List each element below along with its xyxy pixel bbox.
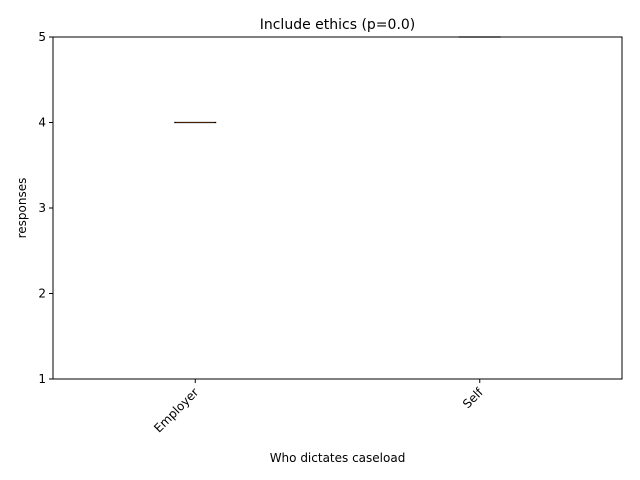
y-tick-label: 3 xyxy=(38,201,46,215)
y-axis: 1 2 3 4 5 xyxy=(38,30,53,386)
y-tick-label: 5 xyxy=(38,30,46,44)
y-tick-label: 4 xyxy=(38,116,46,130)
y-tick-label: 1 xyxy=(38,372,46,386)
chart-title: Include ethics (p=0.0) xyxy=(260,17,416,33)
x-axis-label: Who dictates caseload xyxy=(270,451,406,465)
plot-frame xyxy=(52,36,623,380)
y-axis-label: responses xyxy=(15,178,29,239)
y-tick-label: 2 xyxy=(38,287,46,301)
plot-area xyxy=(53,37,622,379)
